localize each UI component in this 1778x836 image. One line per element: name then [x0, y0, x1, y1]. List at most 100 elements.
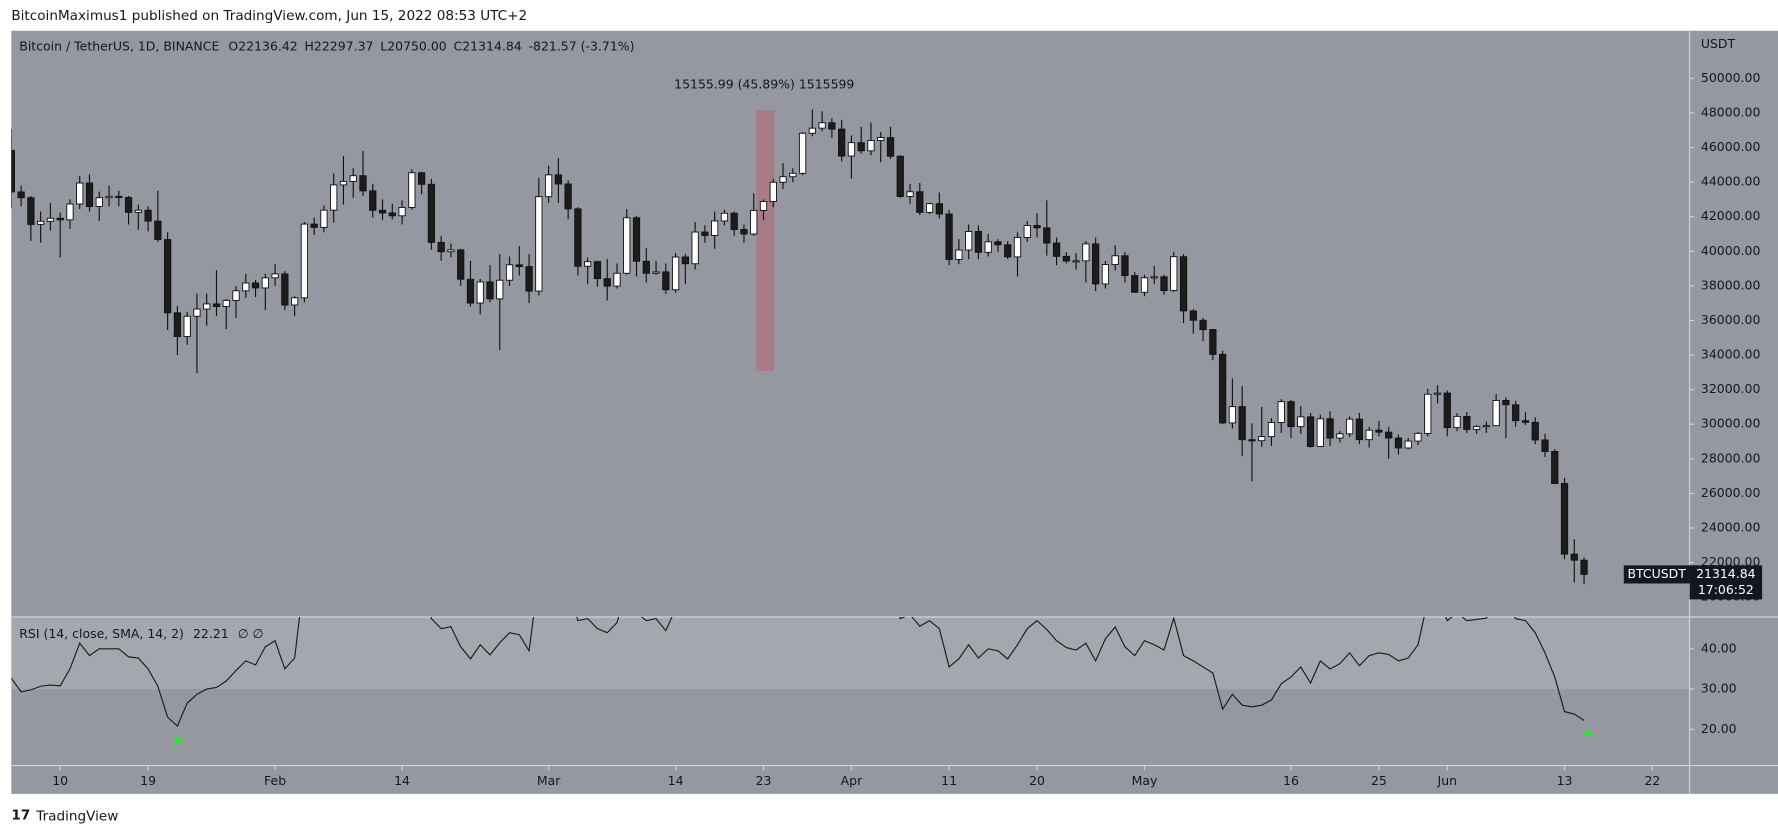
candle-body	[1375, 429, 1383, 433]
symbol-title: Bitcoin / TetherUS, 1D, BINANCE	[19, 38, 219, 53]
y-tick-label: 48000.00	[1701, 104, 1761, 119]
rsi-line	[11, 617, 1585, 728]
candle-body	[1443, 392, 1451, 429]
brand-name: TradingView	[35, 809, 118, 825]
x-tick-label: 13	[1557, 773, 1573, 788]
candle-body	[1345, 418, 1354, 435]
candle-body	[808, 127, 816, 134]
candle-body	[320, 209, 328, 228]
symbol-header: Bitcoin / TetherUS, 1D, BINANCE O22136.42…	[19, 38, 634, 53]
symbol-tag	[1623, 565, 1690, 584]
candle-body	[398, 207, 406, 217]
candle-body	[1248, 439, 1256, 442]
candles	[11, 109, 1588, 585]
y-tick-label: 34000.00	[1701, 347, 1761, 362]
x-tick-label: 19	[140, 773, 156, 788]
candle-body	[271, 273, 279, 279]
rsi-title: RSI (14, close, SMA, 14, 2)	[19, 626, 184, 641]
candle-body	[1306, 416, 1315, 447]
candle-body	[134, 209, 142, 213]
candle-body	[56, 217, 64, 221]
candle-body	[1502, 400, 1510, 406]
candle-body	[1072, 260, 1080, 263]
candle-body	[965, 231, 973, 251]
candle-body	[1521, 420, 1530, 423]
candle-body	[515, 264, 523, 268]
candle-body	[1472, 426, 1481, 430]
candle-body	[457, 249, 465, 280]
candle-body	[1336, 433, 1344, 439]
candle-body	[11, 150, 15, 193]
candle-body	[1492, 400, 1500, 427]
countdown-label: 17:06:52	[1698, 582, 1754, 597]
candle-body	[1082, 243, 1090, 262]
candle-body	[1179, 256, 1188, 312]
candle-body	[1258, 436, 1266, 442]
candle-body	[183, 315, 191, 337]
y-tick-label: 50000.00	[1701, 70, 1761, 85]
candle-body	[789, 172, 797, 178]
y-tick-label: 46000.00	[1701, 139, 1761, 154]
candle-body	[1570, 553, 1578, 561]
candle-body	[769, 181, 777, 202]
candle-body	[857, 142, 865, 152]
candle-body	[281, 273, 289, 306]
candle-body	[554, 174, 562, 185]
y-tick-label: 22000.00	[1701, 554, 1761, 569]
candle-body	[535, 196, 543, 292]
candle-body	[1150, 276, 1158, 279]
published-line: BitcoinMaximus1 published on TradingView…	[11, 8, 527, 24]
x-tick-label: 20	[1029, 773, 1045, 788]
candle-body	[105, 195, 113, 199]
candle-body	[466, 278, 475, 304]
candle-body	[1238, 406, 1246, 441]
candle-body	[896, 155, 904, 197]
candle-body	[1385, 431, 1393, 439]
symbol-tag-label: BTCUSDT	[1627, 566, 1686, 581]
candle-body	[408, 172, 416, 208]
candle-body	[251, 282, 260, 289]
y-tick-label: 42000.00	[1701, 208, 1761, 223]
signal-arrow	[1581, 729, 1594, 737]
candle-body	[652, 271, 660, 274]
x-tick-label: 14	[668, 773, 684, 788]
candle-body	[838, 128, 846, 157]
candle-body	[1218, 353, 1227, 424]
candle-body	[154, 220, 162, 241]
candle-body	[417, 172, 426, 185]
candle-body	[1531, 421, 1539, 441]
candle-body	[750, 209, 758, 235]
candle-body	[339, 180, 348, 186]
candle-body	[486, 281, 494, 300]
candle-body	[1101, 264, 1110, 285]
candle-body	[994, 241, 1002, 246]
candle-body	[1482, 425, 1490, 428]
candle-body	[1140, 277, 1149, 293]
candle-body	[925, 203, 934, 213]
candle-body	[1131, 275, 1139, 293]
ohlc-key: L	[380, 38, 387, 53]
candle-body	[564, 183, 572, 210]
candle-body	[584, 261, 592, 267]
candle-body	[1209, 329, 1217, 355]
x-tick-label: Jun	[1437, 773, 1457, 788]
candle-body	[720, 212, 729, 222]
candle-body	[662, 271, 670, 291]
candle-body	[1023, 225, 1031, 238]
last-price-tag	[1689, 565, 1763, 600]
candle-body	[867, 140, 875, 152]
x-tick-label: 10	[52, 773, 68, 788]
y-tick-label: 32000.00	[1701, 381, 1761, 396]
candle-body	[1394, 437, 1403, 449]
y-tick-label: 24000.00	[1701, 519, 1761, 534]
candle-body	[886, 137, 895, 157]
candle-body	[916, 191, 924, 213]
candle-body	[1365, 429, 1373, 441]
candle-body	[1160, 276, 1168, 292]
candle-body	[300, 223, 309, 299]
candle-body	[124, 197, 133, 213]
y-tick-label: 26000.00	[1701, 485, 1761, 500]
candle-body	[193, 308, 201, 317]
y-tick-label: 28000.00	[1701, 450, 1761, 465]
